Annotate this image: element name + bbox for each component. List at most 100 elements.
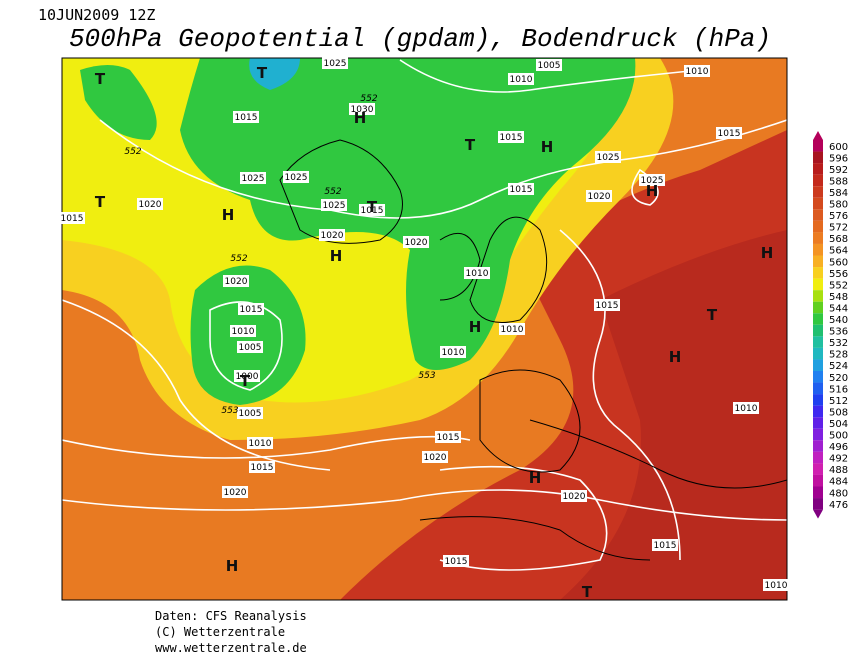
colorbar-swatch <box>813 498 823 510</box>
pressure-center: H <box>529 469 542 487</box>
isobar-label-box <box>684 65 710 77</box>
colorbar-label: 524 <box>829 361 848 372</box>
isobar-label-box <box>233 111 259 123</box>
map-frame <box>61 57 788 601</box>
isobar-label: 1025 <box>323 201 346 211</box>
colorbar-label: 540 <box>829 315 848 326</box>
colorbar-swatch <box>813 197 823 210</box>
isobar-label: 1010 <box>765 581 788 591</box>
isobar-label-box <box>508 183 534 195</box>
isobar-label: 1005 <box>538 61 561 71</box>
isobar-label: 1020 <box>588 192 611 202</box>
isobar-label-box <box>594 299 620 311</box>
contour-label: 553 <box>221 406 238 416</box>
isobar-label: 1005 <box>239 343 262 353</box>
footer-line: Daten: CFS Reanalysis <box>155 609 307 623</box>
isobar-label-box <box>137 198 163 210</box>
isobar-label-box <box>249 461 275 473</box>
isobar-label: 1020 <box>405 238 428 248</box>
isobar-label-box <box>443 555 469 567</box>
date: 10JUN2009 12Z <box>38 6 155 24</box>
isobar-label: 1020 <box>321 231 344 241</box>
colorbar-swatch <box>813 243 823 256</box>
colorbar-swatch <box>813 463 823 475</box>
isobar-label: 1010 <box>232 327 255 337</box>
isobar-label-box <box>440 346 466 358</box>
isobar-label: 1015 <box>437 433 460 443</box>
pressure-center: T <box>240 372 251 390</box>
pressure-center: T <box>707 306 718 324</box>
isobar-label: 1005 <box>239 409 262 419</box>
isobar-label-box <box>319 229 345 241</box>
isobar-label: 1015 <box>510 185 533 195</box>
colorbar-swatch <box>813 359 823 371</box>
contour-label: 553 <box>418 371 435 381</box>
isobar-label: 1030 <box>351 105 374 115</box>
isobar-label: 1015 <box>654 541 677 551</box>
colorbar-swatch <box>813 382 823 395</box>
isobar-label-box <box>359 204 385 216</box>
colorbar-swatch <box>813 163 823 175</box>
pressure-center: T <box>95 193 106 211</box>
contour-label: 552 <box>360 94 377 104</box>
isobar-label-box <box>464 267 490 279</box>
colorbar-label: 484 <box>829 477 848 488</box>
isobar-label: 1025 <box>242 174 265 184</box>
isobar-label: 1000 <box>236 372 259 382</box>
colorbar-label: 552 <box>829 280 848 291</box>
isobar-label-box <box>283 171 309 183</box>
colorbar-swatch <box>813 232 823 244</box>
isobar-label: 1010 <box>686 67 709 77</box>
colorbar-label: 500 <box>829 431 848 442</box>
colorbar-swatch <box>813 140 823 152</box>
isobar-label: 1020 <box>139 200 162 210</box>
isobar-label-box <box>222 486 248 498</box>
isobar-label: 1020 <box>225 277 248 287</box>
isobar-label-box <box>716 127 742 139</box>
footer-line: (C) Wetterzentrale <box>155 625 285 639</box>
pressure-center: H <box>541 138 554 156</box>
isobar-label-box <box>508 73 534 85</box>
colorbar-label: 480 <box>829 488 848 499</box>
isobar-label-box <box>422 451 448 463</box>
isobar-label-box <box>247 437 273 449</box>
colorbar-swatch <box>813 417 823 429</box>
colorbar-label: 568 <box>829 234 848 245</box>
colorbar-label: 528 <box>829 350 848 361</box>
isobar-label-box <box>499 323 525 335</box>
isobar-label: 1015 <box>240 305 263 315</box>
isobar-label: 1025 <box>641 176 664 186</box>
colorbar-swatch <box>813 186 823 198</box>
isobar-label-box <box>230 325 256 337</box>
isobar-label-box <box>349 103 375 115</box>
colorbar-swatch <box>813 324 823 337</box>
colorbar-swatch <box>813 394 823 406</box>
colorbar-swatch <box>813 486 823 499</box>
colorbar-label: 536 <box>829 327 848 338</box>
colorbar-swatch <box>813 405 823 418</box>
isobar-label: 1015 <box>718 129 741 139</box>
isobar-label: 1020 <box>424 453 447 463</box>
isobar-label: 1015 <box>445 557 468 567</box>
colorbar: 6005965925885845805765725685645605565525… <box>813 131 848 519</box>
isobar-label: 1020 <box>563 492 586 502</box>
pressure-center: H <box>761 244 774 262</box>
colorbar-label: 560 <box>829 257 848 268</box>
colorbar-swatch <box>813 255 823 268</box>
pressure-center: H <box>469 318 482 336</box>
isobar-label-box <box>536 59 562 71</box>
isobar-label-box <box>234 370 260 382</box>
isobar-label-box <box>639 174 665 186</box>
colorbar-label: 512 <box>829 396 848 407</box>
isobar-label: 1025 <box>597 153 620 163</box>
footer-line: www.wetterzentrale.de <box>155 641 307 655</box>
colorbar-swatch <box>813 371 823 383</box>
isobar-label: 1015 <box>596 301 619 311</box>
pressure-center: H <box>354 109 367 127</box>
colorbar-arrow <box>813 509 823 519</box>
colorbar-label: 564 <box>829 246 848 257</box>
colorbar-swatch <box>813 474 823 487</box>
colorbar-label: 492 <box>829 454 848 465</box>
colorbar-swatch <box>813 267 823 279</box>
